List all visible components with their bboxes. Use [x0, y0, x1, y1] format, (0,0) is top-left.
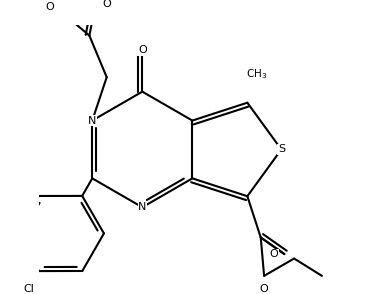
Text: O: O	[138, 45, 147, 55]
Text: N: N	[88, 116, 97, 126]
Text: O: O	[45, 2, 54, 12]
Text: O: O	[270, 249, 279, 259]
Text: S: S	[278, 144, 285, 154]
Text: O: O	[260, 284, 269, 294]
Text: CH$_3$: CH$_3$	[246, 67, 267, 81]
Text: O: O	[102, 0, 111, 9]
Text: N: N	[138, 202, 146, 212]
Text: Cl: Cl	[23, 284, 34, 294]
